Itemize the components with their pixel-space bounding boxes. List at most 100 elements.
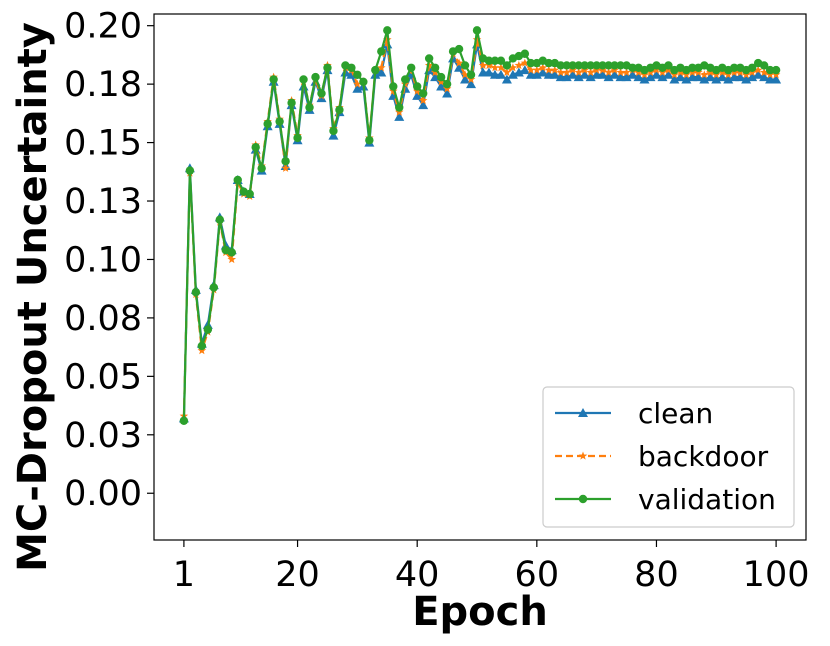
- point-backdoor: [466, 74, 476, 84]
- y-tick-label: 0.05: [64, 357, 142, 397]
- point-validation: [227, 248, 236, 257]
- point-backdoor: [634, 67, 643, 77]
- point-backdoor: [771, 70, 781, 79]
- legend-item-clean: clean: [555, 397, 713, 430]
- point-backdoor: [741, 70, 751, 79]
- point-validation: [245, 189, 254, 199]
- point-backdoor: [532, 65, 542, 74]
- point-validation: [747, 63, 757, 72]
- point-clean: [657, 72, 668, 82]
- point-backdoor: [424, 60, 434, 70]
- point-backdoor: [454, 58, 464, 67]
- point-backdoor: [394, 107, 404, 116]
- point-validation: [287, 98, 296, 108]
- point-validation: [197, 341, 207, 351]
- point-validation: [616, 61, 625, 70]
- point-backdoor: [538, 63, 548, 72]
- point-backdoor: [496, 63, 506, 72]
- point-backdoor: [430, 67, 440, 77]
- legend-label: clean: [638, 397, 713, 430]
- point-backdoor: [574, 67, 583, 77]
- x-tick-label: 80: [634, 555, 679, 595]
- point-backdoor: [526, 65, 536, 74]
- point-validation: [293, 133, 302, 143]
- point-validation: [466, 70, 476, 79]
- point-validation: [209, 283, 219, 292]
- point-clean: [609, 69, 620, 79]
- point-clean: [567, 69, 578, 79]
- point-validation: [353, 70, 362, 79]
- legend-marker: [578, 494, 588, 504]
- point-clean: [436, 81, 447, 91]
- point-backdoor: [723, 70, 733, 79]
- point-clean: [394, 111, 405, 121]
- point-validation: [407, 63, 416, 72]
- point-validation: [275, 117, 284, 126]
- x-tick-label: 1: [173, 555, 195, 595]
- point-validation: [377, 47, 386, 56]
- point-validation: [765, 65, 775, 75]
- point-validation: [424, 54, 434, 63]
- point-validation: [395, 103, 404, 112]
- point-clean: [412, 90, 423, 100]
- point-validation: [472, 26, 482, 35]
- point-backdoor: [418, 96, 428, 105]
- point-validation: [215, 215, 224, 224]
- point-validation: [347, 63, 356, 72]
- y-tick-label: 0.18: [64, 65, 142, 105]
- point-clean: [513, 67, 524, 77]
- point-backdoor: [227, 254, 237, 264]
- point-backdoor: [753, 65, 763, 74]
- point-backdoor: [706, 67, 715, 77]
- point-clean: [495, 69, 506, 79]
- point-validation: [592, 61, 601, 70]
- legend-marker: [578, 408, 588, 417]
- point-backdoor: [562, 67, 572, 77]
- point-validation: [371, 65, 380, 75]
- y-tick-label: 0.03: [64, 416, 142, 456]
- point-validation: [359, 77, 368, 86]
- point-validation: [412, 82, 422, 91]
- point-backdoor: [688, 67, 697, 77]
- plot-frame: [153, 13, 807, 541]
- series-layer: [178, 26, 782, 425]
- point-validation: [311, 72, 320, 82]
- point-backdoor: [460, 70, 470, 79]
- legend-items: clean backdoor validation: [555, 397, 776, 516]
- point-backdoor: [514, 60, 524, 70]
- point-backdoor: [556, 67, 566, 77]
- point-backdoor: [598, 65, 607, 74]
- point-clean: [633, 72, 644, 82]
- point-validation: [664, 61, 673, 70]
- point-backdoor: [717, 67, 727, 77]
- point-clean: [771, 74, 782, 84]
- point-backdoor: [765, 70, 775, 79]
- point-backdoor: [550, 65, 560, 74]
- point-clean: [466, 79, 477, 89]
- point-backdoor: [353, 79, 362, 88]
- point-validation: [269, 75, 278, 84]
- point-backdoor: [694, 67, 703, 77]
- point-validation: [586, 61, 595, 70]
- point-backdoor: [735, 67, 745, 77]
- point-backdoor: [676, 67, 685, 77]
- tick-layer: 1 20 40 60 80 100 0.00 0.03 0.05 0.08 0.10 0.13 0.15…: [64, 7, 809, 595]
- series-line-validation: [182, 29, 777, 421]
- point-validation: [335, 105, 344, 115]
- series-line-clean: [182, 43, 777, 419]
- point-validation: [496, 56, 506, 65]
- legend-item-backdoor: backdoor: [555, 440, 769, 473]
- x-tick-label: 20: [275, 555, 320, 595]
- y-tick-label: 0.20: [64, 7, 142, 47]
- point-clean: [741, 74, 752, 84]
- point-validation: [526, 58, 536, 68]
- point-validation: [628, 63, 637, 72]
- point-validation: [257, 164, 266, 173]
- point-backdoor: [197, 346, 207, 355]
- point-validation: [502, 61, 512, 70]
- point-validation: [610, 61, 619, 70]
- point-clean: [759, 72, 770, 82]
- point-validation: [454, 44, 464, 54]
- point-clean: [579, 69, 590, 79]
- point-backdoor: [412, 86, 422, 95]
